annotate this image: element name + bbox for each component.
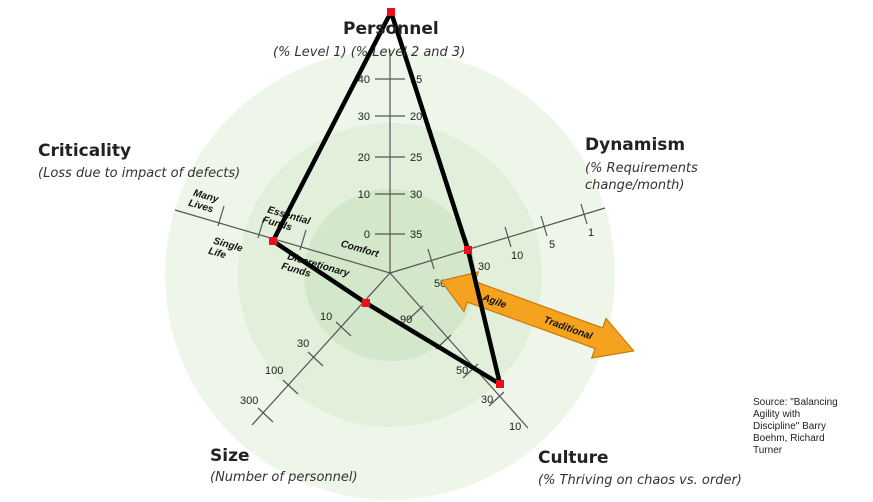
inner-ring — [304, 189, 476, 361]
personnel-subtitle: (% Level 1) (% Level 2 and 3) — [273, 45, 465, 60]
size-tick-1: 30 — [297, 338, 309, 350]
point-criticality — [269, 237, 277, 245]
size-tick-2: 100 — [265, 365, 283, 377]
source-line-2: Agility with — [753, 409, 801, 420]
project-profile-outline — [270, 9, 503, 387]
criticality-tick-single-2: Life — [207, 246, 228, 262]
personnel-ticks — [375, 78, 405, 235]
size-tick-0: 10 — [320, 311, 332, 323]
personnel-tick-l-0: 40 — [358, 74, 370, 86]
culture-tick-4: 10 — [509, 421, 521, 433]
personnel-tick-l-2: 20 — [358, 152, 370, 164]
size-tick-3: 300 — [240, 395, 258, 407]
dynamism-title: Dynamism — [585, 135, 685, 155]
personnel-title: Personnel — [343, 19, 439, 39]
dynamism-tick-0: 30 — [478, 261, 490, 273]
dynamism-axis — [389, 207, 606, 274]
culture-title: Culture — [538, 448, 609, 468]
dynamism-tick-1: 10 — [511, 250, 523, 262]
dynamism-subtitle-1: (% Requirements — [585, 161, 698, 176]
point-size — [362, 299, 370, 307]
culture-axis — [389, 272, 529, 429]
culture-tick-2: 50 — [456, 365, 468, 377]
criticality-axis — [174, 209, 391, 274]
personnel-tick-l-4: 0 — [364, 229, 370, 241]
personnel-tick-r-4: 35 — [410, 229, 422, 241]
personnel-tick-r-1: 20 — [410, 111, 422, 123]
dynamism-subtitle-2: change/month) — [585, 178, 685, 193]
point-personnel — [387, 8, 395, 16]
source-line-3: Discipline" Barry — [753, 421, 827, 432]
personnel-tick-l-1: 30 — [358, 111, 370, 123]
culture-subtitle: (% Thriving on chaos vs. order) — [538, 473, 742, 488]
size-subtitle: (Number of personnel) — [210, 470, 358, 485]
source-line-5: Turner — [753, 445, 783, 456]
source-citation: Source: "Balancing Agility with Discipli… — [753, 397, 863, 457]
point-dynamism — [464, 246, 472, 254]
personnel-tick-r-3: 30 — [410, 189, 422, 201]
dynamism-tick-3: 1 — [588, 227, 594, 239]
source-line-1: Source: "Balancing — [753, 397, 838, 408]
criticality-ticks — [217, 205, 307, 251]
point-culture — [496, 380, 504, 388]
personnel-tick-l-3: 10 — [358, 189, 370, 201]
criticality-subtitle: (Loss due to impact of defects) — [38, 166, 240, 181]
dynamism-tick-2: 5 — [549, 239, 555, 251]
axes — [174, 50, 606, 429]
profile-points — [269, 8, 504, 388]
size-ticks — [257, 321, 352, 423]
source-line-4: Boehm, Richard — [753, 433, 825, 444]
size-title: Size — [210, 446, 250, 466]
criticality-title: Criticality — [38, 141, 131, 161]
size-axis — [251, 272, 391, 426]
personnel-tick-r-2: 25 — [410, 152, 422, 164]
culture-tick-3: 30 — [481, 394, 493, 406]
